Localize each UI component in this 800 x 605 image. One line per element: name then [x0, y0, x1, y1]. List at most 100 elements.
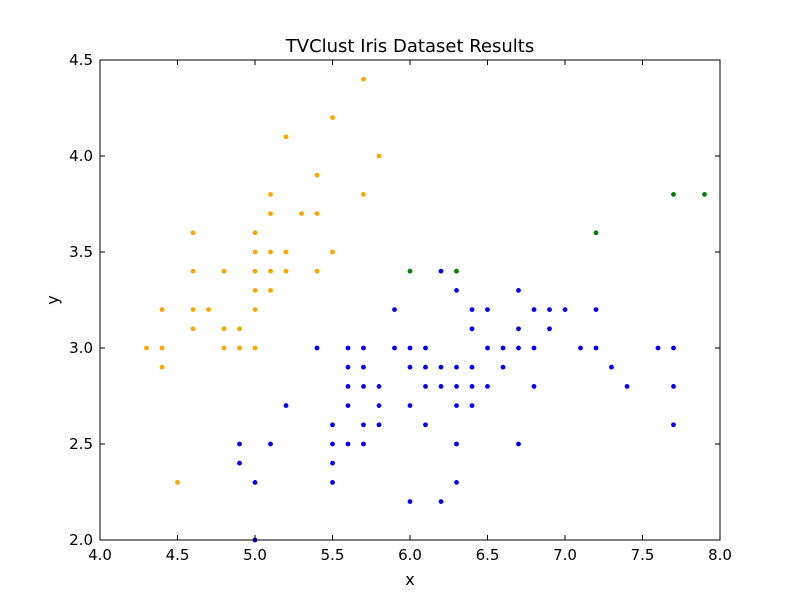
x-tick-label: 8.0 [708, 546, 732, 564]
data-point-series-1 [221, 268, 227, 274]
data-point-series-2 [454, 384, 459, 389]
y-axis-label: y [43, 295, 62, 304]
x-tick-label: 4.5 [166, 546, 190, 564]
data-point-series-1 [268, 211, 273, 217]
data-point-series-3 [454, 268, 459, 274]
data-point-series-1 [159, 307, 165, 312]
data-point-series-2 [438, 384, 444, 389]
data-point-series-2 [469, 403, 475, 408]
y-tick-label: 2.5 [69, 435, 93, 453]
data-point-series-2 [407, 364, 413, 370]
data-point-series-1 [144, 345, 149, 351]
data-point-series-1 [314, 211, 320, 217]
data-point-series-2 [531, 384, 537, 389]
data-point-series-2 [423, 345, 428, 351]
data-point-series-2 [454, 364, 459, 370]
data-point-series-2 [500, 345, 506, 351]
data-point-series-2 [438, 268, 444, 274]
data-point-series-1 [175, 480, 180, 485]
data-point-series-2 [454, 288, 459, 293]
x-tick-label: 5.5 [321, 546, 345, 564]
x-tick-label: 6.0 [398, 546, 422, 564]
data-point-series-1 [221, 326, 227, 332]
data-point-series-2 [345, 403, 351, 408]
data-point-series-2 [531, 345, 537, 351]
data-point-series-1 [361, 76, 366, 82]
x-axis-label: x [405, 570, 414, 589]
data-point-series-2 [345, 345, 351, 351]
data-point-series-2 [237, 441, 242, 447]
data-point-series-2 [454, 441, 459, 447]
data-point-series-2 [438, 499, 444, 504]
data-point-series-3 [407, 268, 413, 274]
data-point-series-2 [252, 480, 258, 485]
x-tick-label: 5.0 [243, 546, 267, 564]
data-point-series-2 [361, 422, 366, 428]
data-point-series-1 [314, 172, 320, 178]
data-point-series-2 [330, 460, 335, 466]
y-tick-label: 4.5 [69, 51, 93, 69]
data-point-series-2 [500, 364, 506, 370]
axis-ticks: 4.0 4.5 5.0 5.5 6.0 6.5 7.0 7.5 8.0 2.0 2.5 3.0 3.5 4… [69, 51, 732, 564]
data-point-series-2 [438, 364, 444, 370]
data-point-series-2 [361, 345, 366, 351]
data-point-series-2 [516, 345, 521, 351]
data-point-series-2 [314, 345, 320, 351]
data-point-series-1 [268, 249, 273, 255]
data-point-series-2 [345, 364, 351, 370]
data-point-series-3 [671, 192, 676, 197]
data-point-series-1 [283, 268, 289, 274]
data-point-series-2 [609, 364, 614, 370]
data-point-series-2 [423, 422, 428, 428]
data-point-series-2 [671, 422, 676, 428]
data-point-series-2 [345, 384, 351, 389]
data-point-series-2 [469, 364, 475, 370]
data-point-series-1 [252, 268, 258, 274]
data-point-series-2 [578, 345, 583, 351]
data-point-series-2 [361, 441, 366, 447]
data-point-series-2 [469, 384, 475, 389]
data-point-series-2 [485, 384, 490, 389]
data-point-series-1 [299, 211, 304, 217]
data-point-series-1 [190, 307, 196, 312]
data-point-series-2 [469, 307, 475, 312]
data-point-series-1 [252, 230, 258, 236]
data-point-series-2 [283, 403, 289, 408]
data-point-series-2 [376, 384, 382, 389]
data-point-series-1 [268, 288, 273, 293]
data-point-series-1 [376, 153, 382, 159]
data-point-series-1 [190, 230, 196, 236]
data-point-series-1 [159, 345, 165, 351]
data-point-series-1 [190, 268, 196, 274]
data-point-series-2 [655, 345, 661, 351]
data-point-series-1 [361, 192, 366, 197]
data-point-series-2 [516, 288, 521, 293]
data-point-series-2 [330, 422, 335, 428]
data-point-series-2 [268, 441, 273, 447]
data-point-series-2 [547, 307, 552, 312]
data-point-series-1 [268, 268, 273, 274]
data-point-series-2 [407, 499, 413, 504]
data-point-series-1 [237, 326, 242, 332]
data-point-series-2 [407, 403, 413, 408]
data-point-series-1 [190, 326, 196, 332]
y-tick-label: 2.0 [69, 531, 93, 549]
data-point-series-2 [562, 307, 568, 312]
data-point-series-1 [221, 345, 227, 351]
data-point-series-1 [252, 288, 258, 293]
data-point-series-2 [376, 422, 382, 428]
data-point-series-2 [469, 326, 475, 332]
data-point-series-2 [485, 307, 490, 312]
data-point-series-1 [252, 307, 258, 312]
data-point-series-2 [330, 441, 335, 447]
x-tick-label: 4.0 [88, 546, 112, 564]
data-point-series-2 [671, 384, 676, 389]
plot-area [144, 76, 707, 543]
data-point-series-3 [593, 230, 599, 236]
data-point-series-2 [624, 384, 630, 389]
data-point-series-1 [206, 307, 211, 312]
data-point-series-3 [702, 192, 707, 197]
data-point-series-2 [361, 384, 366, 389]
data-point-series-1 [237, 345, 242, 351]
data-point-series-2 [392, 307, 397, 312]
